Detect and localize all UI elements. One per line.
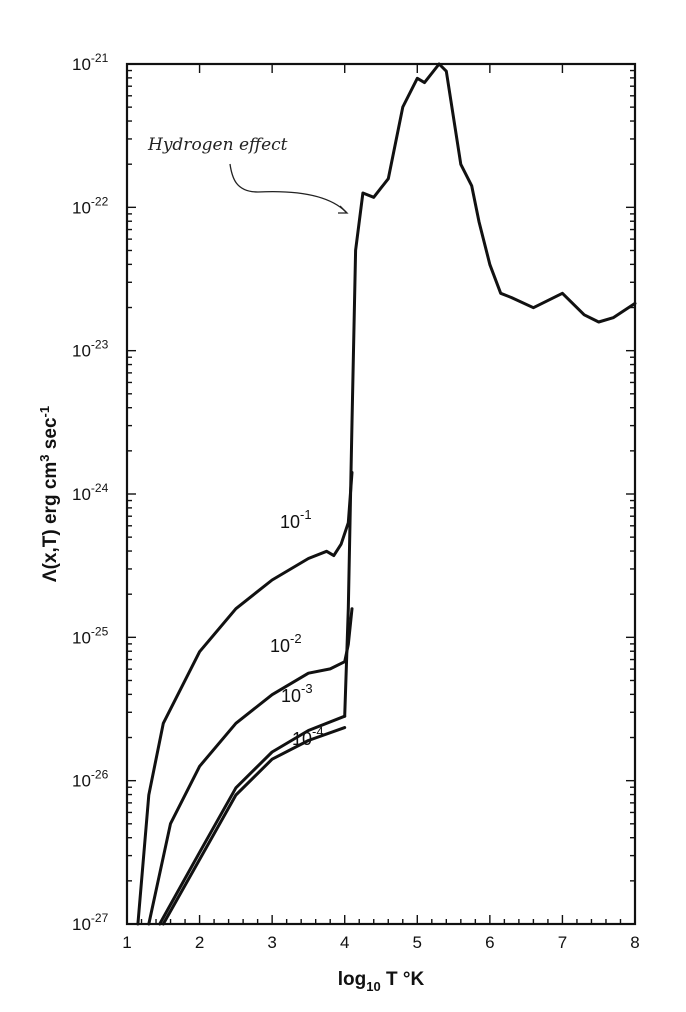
x-axis-title: log10 T °K bbox=[338, 969, 425, 994]
x-tick-labels: 1 2 3 4 5 6 7 8 bbox=[122, 933, 639, 952]
x-tick-label: 2 bbox=[195, 933, 204, 952]
annotation-arrowhead bbox=[338, 205, 349, 214]
y-axis-title: Λ(x,T) erg cm3 sec-1 bbox=[37, 406, 61, 582]
x-tick-label: 3 bbox=[267, 933, 276, 952]
curve-label-1: 10-1 bbox=[280, 507, 312, 532]
annotation-hydrogen-effect: Hydrogen effect bbox=[147, 135, 288, 155]
y-tick-label: 10-25 bbox=[72, 624, 109, 647]
y-tick-label: 10-26 bbox=[72, 768, 109, 791]
y-tick-label: 10-24 bbox=[72, 481, 109, 504]
curve-label-2: 10-2 bbox=[270, 631, 302, 656]
curve-labels: 10-1 10-2 10-3 10-4 bbox=[270, 507, 324, 749]
y-tick-label: 10-22 bbox=[72, 194, 109, 217]
curve-series-5 bbox=[343, 62, 637, 718]
plot-frame bbox=[125, 62, 637, 926]
x-tick-label: 6 bbox=[485, 933, 494, 952]
curve-label-3: 10-3 bbox=[281, 681, 313, 706]
y-tick-label: 10-23 bbox=[72, 338, 109, 361]
curve-label-4: 10-4 bbox=[292, 724, 324, 749]
y-tick-label: 10-21 bbox=[72, 51, 109, 74]
curve-series-3 bbox=[158, 714, 347, 926]
x-tick-label: 1 bbox=[122, 933, 131, 952]
x-tick-label: 8 bbox=[630, 933, 639, 952]
y-tick-label: 10-27 bbox=[72, 911, 109, 934]
curve-series-4 bbox=[161, 726, 347, 926]
curves bbox=[136, 62, 637, 926]
x-tick-label: 7 bbox=[558, 933, 567, 952]
x-tick-label: 4 bbox=[340, 933, 349, 952]
axis-ticks bbox=[126, 63, 636, 925]
y-tick-labels: 10-27 10-26 10-25 10-24 10-23 10-22 10-21 bbox=[72, 51, 109, 934]
curve-series-2 bbox=[147, 607, 354, 926]
x-tick-label: 5 bbox=[413, 933, 422, 952]
curve-series-1 bbox=[136, 471, 354, 926]
annotation-arrow bbox=[229, 163, 347, 213]
